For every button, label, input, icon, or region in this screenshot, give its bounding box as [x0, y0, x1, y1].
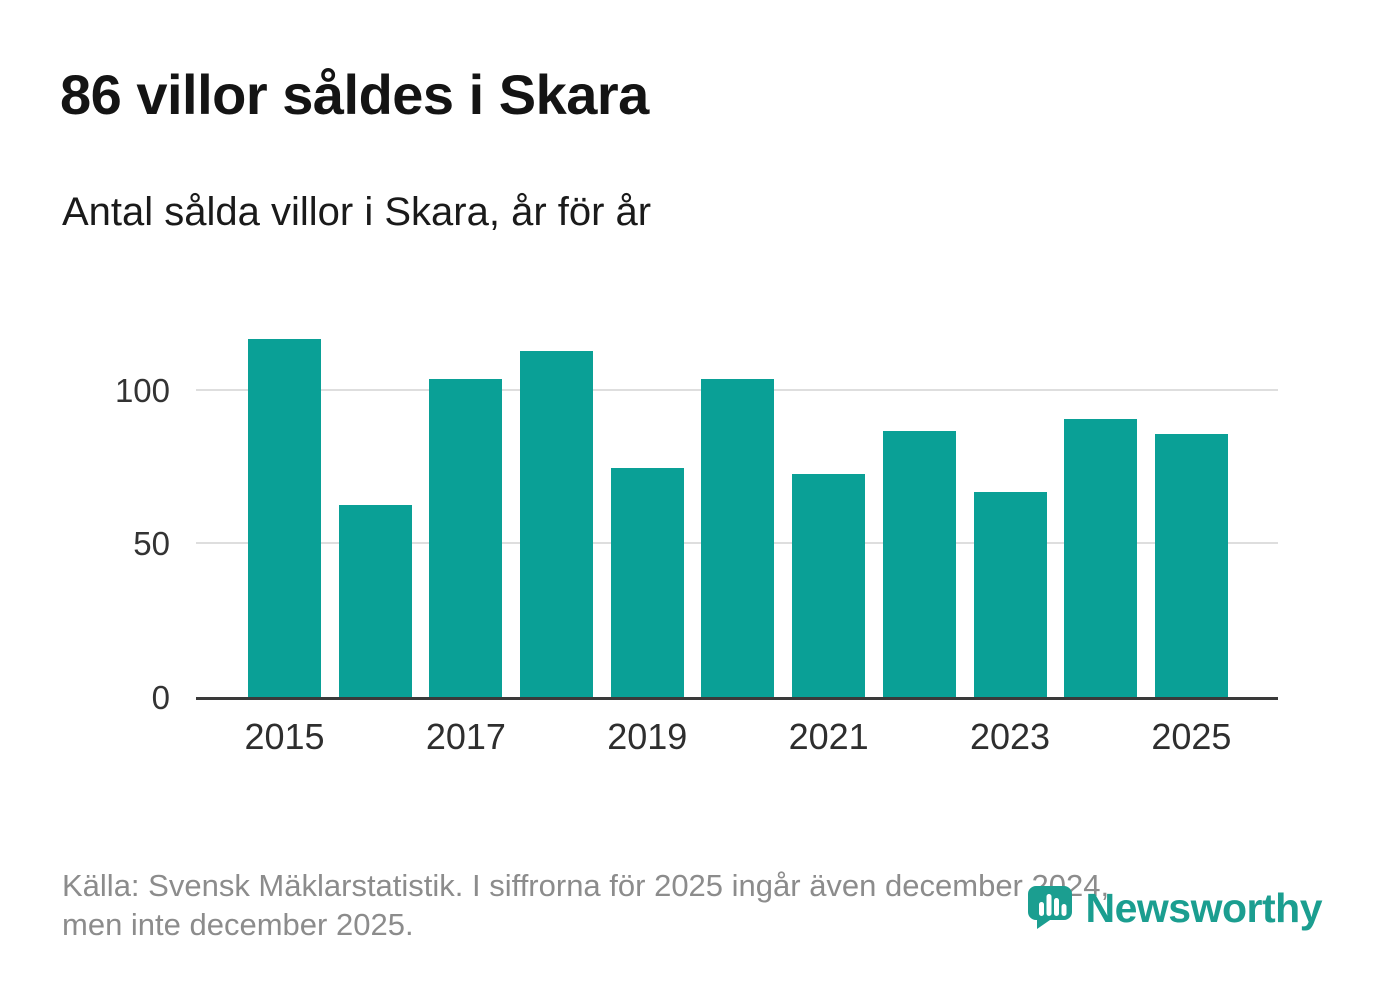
x-slot-2024 — [1064, 716, 1137, 758]
x-slot-2025: 2025 — [1151, 716, 1231, 758]
bar-2022 — [882, 430, 956, 698]
bar-slot-2019 — [610, 308, 684, 698]
x-tick-label-2015: 2015 — [244, 716, 325, 757]
x-slot-2021: 2021 — [789, 716, 869, 758]
x-slot-2019: 2019 — [607, 716, 687, 758]
x-slot-2020 — [701, 716, 774, 758]
y-axis-labels: 0 50 100 — [40, 308, 180, 716]
bar-slot-2016 — [338, 308, 412, 698]
bar-slot-2018 — [520, 308, 594, 698]
bar-2016 — [338, 504, 412, 698]
bar-2018 — [520, 351, 594, 698]
bar-slot-2024 — [1064, 308, 1138, 698]
y-tick-label-0: 0 — [151, 679, 170, 716]
x-slot-2022 — [883, 716, 956, 758]
bar-2015 — [248, 338, 321, 698]
source-text: Källa: Svensk Mäklarstatistik. I siffror… — [62, 866, 1109, 944]
x-tick-label-2025: 2025 — [1151, 716, 1232, 757]
newsworthy-logo: Newsworthy — [1027, 882, 1323, 935]
source-line-1: Källa: Svensk Mäklarstatistik. I siffror… — [62, 868, 1110, 903]
bar-slot-2020 — [701, 308, 775, 698]
bars — [248, 308, 1228, 698]
bar-2020 — [701, 378, 775, 698]
y-tick-label-50: 50 — [133, 525, 170, 563]
bar-slot-2021 — [792, 308, 866, 698]
source-line-2: men inte december 2025. — [62, 907, 414, 942]
x-slot-2023: 2023 — [970, 716, 1050, 758]
x-slot-2015: 2015 — [244, 716, 324, 758]
x-tick-label-2021: 2021 — [788, 716, 869, 757]
x-axis-line — [196, 697, 1278, 700]
bar-chart-plot — [196, 308, 1278, 700]
x-slot-2016 — [339, 716, 412, 758]
x-axis-labels: 2015 2017 2019 2021 2023 2025 — [244, 716, 1231, 758]
bar-slot-2015 — [248, 308, 321, 698]
bar-2019 — [610, 467, 684, 698]
x-tick-label-2023: 2023 — [969, 716, 1051, 757]
chart-title: 86 villor såldes i Skara — [60, 63, 649, 126]
x-tick-label-2017: 2017 — [425, 716, 506, 757]
bar-2023 — [973, 492, 1047, 698]
bar-slot-2025 — [1154, 308, 1228, 698]
bar-slot-2017 — [429, 308, 503, 698]
bar-slot-2022 — [882, 308, 956, 698]
chart-subtitle: Antal sålda villor i Skara, år för år — [62, 190, 652, 234]
x-tick-label-2019: 2019 — [607, 716, 688, 757]
bar-2024 — [1064, 418, 1138, 698]
newsworthy-bubble-chart-icon — [1027, 882, 1076, 935]
bar-2025 — [1154, 433, 1228, 698]
newsworthy-wordmark: Newsworthy — [1085, 885, 1323, 931]
bar-slot-2023 — [973, 308, 1047, 698]
x-slot-2018 — [520, 716, 593, 758]
x-slot-2017: 2017 — [426, 716, 506, 758]
y-tick-label-100: 100 — [114, 371, 170, 409]
bar-2017 — [429, 378, 503, 698]
bar-2021 — [792, 473, 866, 698]
